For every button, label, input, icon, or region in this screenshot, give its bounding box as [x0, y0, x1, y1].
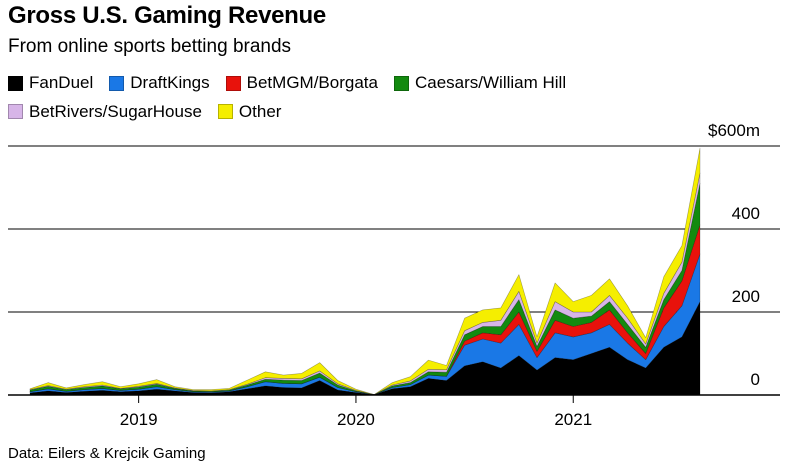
legend-item: Caesars/William Hill — [393, 70, 567, 96]
x-tick-label: 2021 — [554, 410, 592, 429]
legend-swatch — [8, 75, 23, 91]
legend-item: DraftKings — [109, 70, 210, 96]
legend-swatch — [217, 104, 233, 119]
legend-swatch — [225, 75, 241, 91]
chart-title: Gross U.S. Gaming Revenue — [8, 2, 326, 29]
y-tick-label: $600m — [708, 121, 760, 140]
legend-item: BetMGM/Borgata — [225, 70, 378, 96]
legend-label: Other — [238, 101, 282, 121]
legend-item: BetRivers/SugarHouse — [8, 99, 202, 125]
legend-label: FanDuel — [29, 73, 94, 92]
legend-label: DraftKings — [130, 73, 210, 92]
y-tick-label: 400 — [732, 204, 760, 223]
legend-swatch — [393, 75, 409, 91]
legend-label: BetRivers/SugarHouse — [29, 101, 202, 121]
legend-label: Caesars/William Hill — [414, 73, 567, 92]
area-series — [29, 147, 701, 395]
legend: FanDuel DraftKings BetMGM/Borgata Caesars/W… — [8, 70, 768, 127]
legend-item: FanDuel — [8, 70, 93, 96]
source-note: Data: Eilers & Krejcik Gaming — [8, 445, 206, 462]
area-series — [29, 224, 701, 395]
x-tick-label: 2019 — [120, 410, 158, 429]
legend-label: BetMGM/Borgata — [246, 73, 378, 92]
chart-subtitle: From online sports betting brands — [8, 36, 292, 57]
x-tick-label: 2020 — [337, 410, 375, 429]
y-tick-label: 200 — [732, 287, 760, 306]
legend-item: Other — [217, 99, 282, 125]
y-tick-label: 0 — [751, 370, 760, 389]
legend-swatch — [109, 75, 125, 91]
legend-swatch — [8, 104, 23, 119]
